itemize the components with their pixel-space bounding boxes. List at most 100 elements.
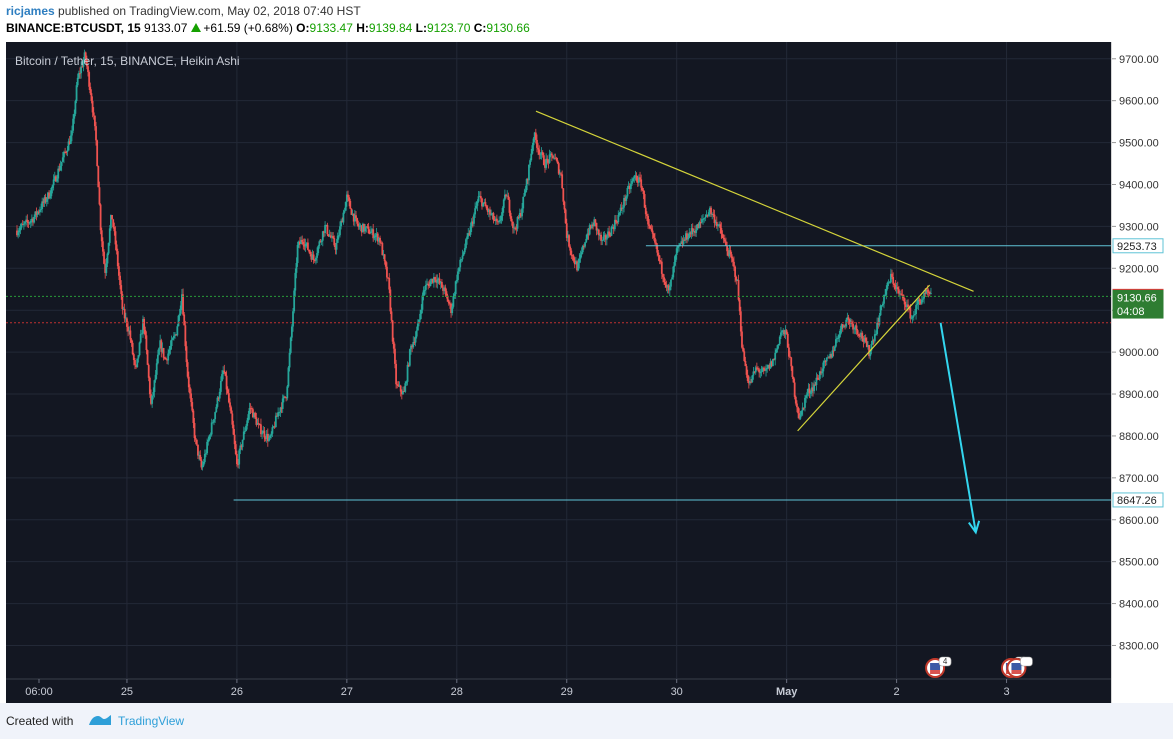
- tradingview-brand-link[interactable]: TradingView: [118, 714, 185, 728]
- candle-up: [57, 168, 60, 179]
- candle-up: [682, 239, 685, 245]
- chart-pane[interactable]: 06:00 25 26 27 28 29 30 May 2 3 4 Bitcoin / Tether…: [6, 42, 1111, 703]
- candle-up: [578, 258, 581, 263]
- candle-up: [315, 257, 317, 261]
- candle-up: [83, 52, 86, 61]
- author-link[interactable]: ricjames: [6, 4, 55, 18]
- candle-up: [422, 290, 425, 296]
- candle-up: [840, 324, 843, 330]
- candle-up: [906, 304, 908, 308]
- candle-down: [663, 277, 665, 283]
- x-tick-label: 28: [451, 686, 463, 698]
- candle-up: [76, 77, 79, 86]
- candle-up: [833, 346, 836, 351]
- price-label-hline: 9253.73: [1117, 241, 1157, 253]
- candle-up: [176, 326, 179, 336]
- candle-down: [381, 243, 384, 256]
- candle-down: [597, 229, 600, 236]
- candle-up: [375, 233, 378, 236]
- candle-up: [453, 294, 456, 297]
- candle-up: [33, 216, 36, 223]
- event-flag-a: 4: [925, 656, 952, 678]
- candle-up: [880, 305, 883, 307]
- candle-down: [699, 222, 702, 224]
- y-tick-label: 9500.00: [1119, 138, 1159, 150]
- candle-down: [273, 426, 276, 428]
- candle-down: [189, 387, 191, 394]
- candle-down: [729, 250, 732, 255]
- candle-down: [200, 459, 203, 468]
- candle-up: [216, 397, 219, 407]
- candle-up: [154, 374, 157, 381]
- candle-up: [300, 239, 302, 245]
- last-price: 9133.07: [144, 21, 188, 35]
- candle-down: [447, 301, 450, 304]
- open-label: O:: [296, 21, 310, 35]
- candle-up: [210, 422, 213, 435]
- candle-up: [277, 412, 280, 417]
- candle-down: [722, 237, 725, 240]
- candle-up: [700, 219, 703, 223]
- price-chart[interactable]: 06:00 25 26 27 28 29 30 May 2 3 4 Bitcoin / Tether…: [6, 42, 1111, 703]
- candle-up: [501, 207, 504, 216]
- candle-up: [242, 431, 245, 440]
- candle-down: [357, 223, 360, 227]
- candle-down: [232, 424, 235, 435]
- footer: Created with TradingView: [0, 703, 1173, 739]
- candle-up: [268, 437, 270, 441]
- candle-down: [112, 219, 115, 228]
- candle-up: [878, 315, 881, 325]
- candle-down: [185, 346, 188, 363]
- candle-up: [296, 245, 299, 264]
- candle-down: [644, 207, 647, 215]
- candle-up: [47, 192, 49, 200]
- candle-down: [16, 230, 18, 236]
- candle-down: [710, 207, 712, 215]
- candle-up: [177, 315, 180, 327]
- candle-up: [839, 329, 842, 335]
- candle-down: [194, 438, 197, 440]
- candle-up: [452, 296, 455, 307]
- candle-down: [865, 341, 868, 347]
- candle-up: [585, 238, 588, 243]
- candle-down: [569, 246, 572, 251]
- candle-down: [565, 223, 568, 238]
- candle-up: [423, 289, 426, 291]
- candle-up: [714, 221, 717, 224]
- candle-up: [503, 194, 506, 200]
- candle-down: [323, 231, 325, 234]
- candle-up: [63, 151, 65, 158]
- price-axis[interactable]: 8300.00 8400.00 8500.00 8600.00 8700.00 8800.…: [1111, 42, 1173, 703]
- candle-down: [21, 224, 24, 226]
- candle-down: [366, 226, 369, 228]
- candle-down: [658, 255, 661, 262]
- tradingview-logo-icon[interactable]: [88, 713, 112, 727]
- candle-down: [360, 225, 363, 233]
- candle-down: [355, 215, 357, 219]
- candle-down: [150, 394, 152, 404]
- candle-down: [333, 238, 336, 246]
- us-flag-icon: [930, 663, 941, 670]
- candle-down: [113, 227, 116, 232]
- candle-up: [203, 454, 206, 462]
- candle-down: [733, 261, 735, 267]
- candle-down: [786, 333, 789, 348]
- candle-down: [93, 115, 96, 127]
- candle-down: [893, 283, 896, 286]
- x-tick-label: 06:00: [25, 686, 53, 698]
- candle-up: [751, 375, 754, 383]
- candle-down: [505, 194, 507, 197]
- candle-down: [848, 319, 851, 324]
- candle-up: [728, 250, 731, 256]
- candle-down: [367, 226, 370, 234]
- price-axis-svg[interactable]: 8300.00 8400.00 8500.00 8600.00 8700.00 8800.…: [1112, 42, 1173, 703]
- candle-down: [123, 308, 126, 319]
- candle-up: [549, 153, 552, 155]
- candle-up: [529, 160, 531, 165]
- candle-down: [391, 320, 394, 342]
- price-label-box: [1112, 492, 1164, 508]
- candle-down: [380, 242, 383, 244]
- candle-down: [561, 174, 564, 189]
- candle-down: [233, 434, 236, 445]
- open-value: 9133.47: [309, 21, 353, 35]
